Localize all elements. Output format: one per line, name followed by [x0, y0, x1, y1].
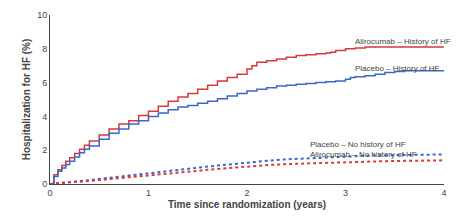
- svg-text:10: 10: [37, 10, 47, 20]
- svg-text:0: 0: [47, 188, 52, 198]
- svg-text:Hospitalization for HF (%): Hospitalization for HF (%): [21, 39, 32, 161]
- svg-text:3: 3: [343, 188, 348, 198]
- svg-text:2: 2: [244, 188, 249, 198]
- svg-text:Placebo – No history of HF: Placebo – No history of HF: [310, 140, 406, 149]
- svg-text:1: 1: [146, 188, 151, 198]
- svg-text:Alirocumab – History of HF: Alirocumab – History of HF: [355, 37, 451, 46]
- svg-text:Time since randomization (year: Time since randomization (years): [168, 199, 326, 210]
- svg-text:Placebo – History of HF: Placebo – History of HF: [355, 64, 440, 73]
- svg-text:4: 4: [441, 188, 446, 198]
- svg-text:0: 0: [42, 179, 47, 189]
- svg-text:4: 4: [42, 112, 47, 122]
- svg-text:6: 6: [42, 78, 47, 88]
- svg-text:2: 2: [42, 145, 47, 155]
- svg-text:Alirocumab – No history of HF: Alirocumab – No history of HF: [310, 150, 417, 159]
- svg-text:8: 8: [42, 44, 47, 54]
